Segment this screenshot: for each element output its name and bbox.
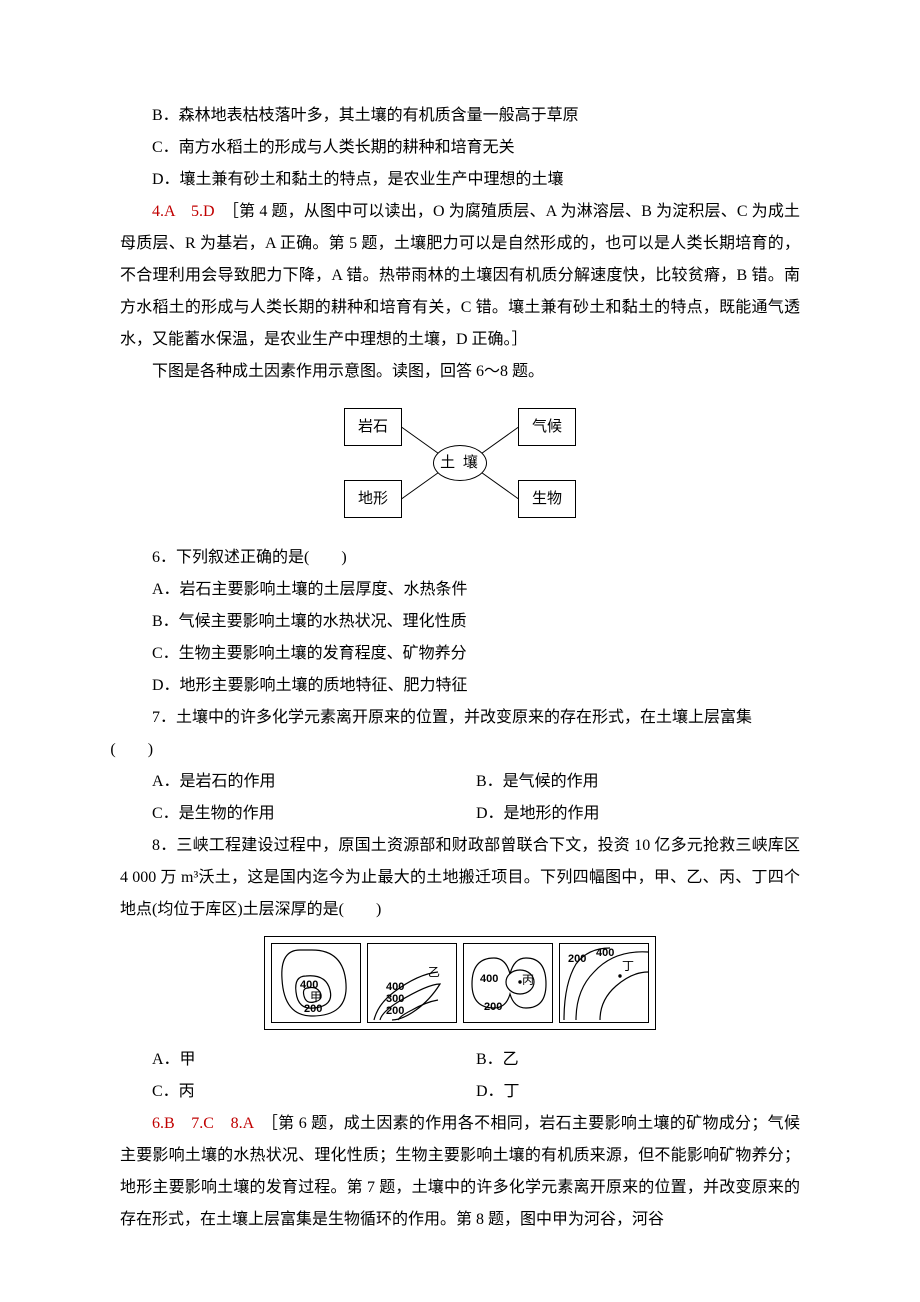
q8-option-d: D．丁 [476,1076,800,1108]
q6-option-d: D．地形主要影响土壤的质地特征、肥力特征 [120,670,800,702]
q5-option-c: C．南方水稻土的形成与人类长期的耕种和培育无关 [120,132,800,164]
q5-option-d: D．壤土兼有砂土和黏土的特点，是农业生产中理想的土壤 [120,164,800,196]
q7-options-row2: C．是生物的作用 D．是地形的作用 [152,798,800,830]
q6-option-c: C．生物主要影响土壤的发育程度、矿物养分 [120,638,800,670]
contour-400-bing: 400 [480,974,498,985]
q7-option-a: A．是岩石的作用 [152,766,476,798]
contour-panel-jia: 400 200 甲 [271,943,361,1023]
contour-200-ding: 200 [568,954,586,965]
intro-6-8: 下图是各种成土因素作用示意图。读图，回答 6～8 题。 [120,356,800,388]
contour-400-yi: 400 [386,982,404,993]
label-bing: 丙 [522,974,534,986]
q8-options-row2: C．丙 D．丁 [152,1076,800,1108]
q8-stem: 8．三峡工程建设过程中，原国土资源部和财政部曾联合下文，投资 10 亿多元抢救三… [120,830,800,926]
contour-200-jia: 200 [304,1004,322,1015]
q6-option-a: A．岩石主要影响土壤的土层厚度、水热条件 [120,574,800,606]
q7-stem-a: 7．土壤中的许多化学元素离开原来的位置，并改变原来的存在形式，在土壤上层富集 [120,702,800,734]
q7-options-row1: A．是岩石的作用 B．是气候的作用 [152,766,800,798]
answers-6-8: 6.B 7.C 8.A [152,1115,253,1132]
contour-200-bing: 200 [484,1002,502,1013]
label-yi: 乙 [428,966,440,978]
diagram1-terrain: 地形 [344,480,402,518]
contour-200-yi: 200 [386,1006,404,1017]
q7-option-b: B．是气候的作用 [476,766,800,798]
label-jia: 甲 [310,991,322,1003]
contour-panel-bing: 400 丙 200 [463,943,553,1023]
diagram-contour-maps: 400 200 甲 乙 400 300 200 400 丙 200 [120,936,800,1030]
q7-option-c: C．是生物的作用 [152,798,476,830]
q8-option-b: B．乙 [476,1044,800,1076]
q5-option-b: B．森林地表枯枝落叶多，其土壤的有机质含量一般高于草原 [120,100,800,132]
q8-option-a: A．甲 [152,1044,476,1076]
answers-6-8-block: 6.B 7.C 8.A ［第 6 题，成土因素的作用各不相同，岩石主要影响土壤的… [120,1108,800,1236]
contour-panel-yi: 乙 400 300 200 [367,943,457,1023]
diagram1-climate: 气候 [518,408,576,446]
q6-option-b: B．气候主要影响土壤的水热状况、理化性质 [120,606,800,638]
q6-stem: 6．下列叙述正确的是( ) [120,542,800,574]
q8-option-c: C．丙 [152,1076,476,1108]
contour-300-yi: 300 [386,994,404,1005]
answers-4-5: 4.A 5.D [152,203,215,220]
diagram1-biology: 生物 [518,480,576,518]
explanation-4-5: ［第 4 题，从图中可以读出，O 为腐殖质层、A 为淋溶层、B 为淀积层、C 为… [120,203,800,348]
q7-option-d: D．是地形的作用 [476,798,800,830]
q8-options-row1: A．甲 B．乙 [152,1044,800,1076]
answers-4-5-block: 4.A 5.D ［第 4 题，从图中可以读出，O 为腐殖质层、A 为淋溶层、B … [120,196,800,356]
contour-400-ding: 400 [596,948,614,959]
diagram1-rock: 岩石 [344,408,402,446]
diagram1-soil: 土 壤 [433,445,487,481]
label-ding: 丁 [622,960,634,972]
q7-stem-b: ( ) [110,734,800,766]
contour-panel-ding: 400 200 丁 [559,943,649,1023]
diagram-soil-factors: 岩石 气候 地形 生物 土 壤 [120,398,800,528]
